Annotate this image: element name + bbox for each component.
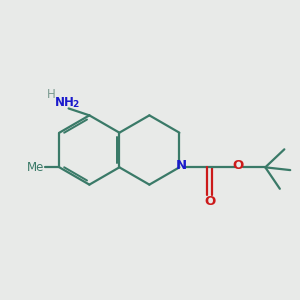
Text: NH: NH bbox=[55, 96, 74, 109]
Text: O: O bbox=[204, 196, 215, 208]
Text: 2: 2 bbox=[72, 100, 79, 109]
Text: N: N bbox=[176, 159, 187, 172]
Text: Me: Me bbox=[26, 161, 44, 174]
Text: O: O bbox=[232, 159, 244, 172]
Text: H: H bbox=[47, 88, 56, 101]
